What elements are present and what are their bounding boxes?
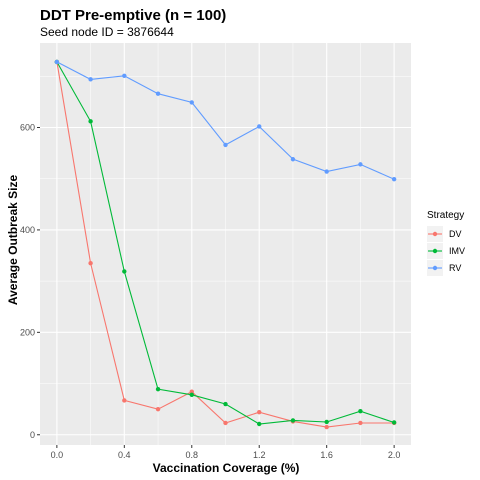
x-tick-label: 1.6: [320, 450, 333, 460]
x-axis-title: Vaccination Coverage (%): [153, 461, 300, 475]
y-axis-ticks: 0 200 400 600: [20, 122, 40, 440]
data-point-rv: [324, 169, 329, 174]
legend-point: [432, 265, 438, 271]
data-point-imv: [391, 420, 397, 425]
data-point-dv: [324, 424, 329, 430]
data-point-rv: [189, 100, 194, 105]
x-tick-label: 1.2: [253, 450, 266, 460]
data-point-imv: [223, 401, 228, 407]
y-tick-label: 200: [20, 327, 35, 337]
data-point-rv: [54, 59, 60, 65]
series-layer: [54, 59, 397, 430]
major-gridlines: [40, 43, 411, 445]
x-tick-label: 0.0: [51, 450, 64, 460]
data-point-imv: [122, 269, 127, 274]
data-point-rv: [155, 91, 161, 96]
legend-item-dv: DV: [427, 226, 462, 242]
data-point-imv: [189, 392, 194, 398]
data-point-dv: [257, 410, 262, 415]
data-point-dv: [223, 420, 228, 426]
data-point-imv: [324, 419, 329, 425]
legend: Strategy DV IMV RV: [427, 210, 465, 276]
data-point-rv: [290, 157, 296, 162]
series-rv: [54, 59, 397, 182]
data-point-dv: [122, 398, 127, 403]
data-point-imv: [88, 119, 93, 124]
data-point-imv: [290, 418, 296, 423]
chart-title: DDT Pre-emptive (n = 100): [40, 7, 226, 24]
data-point-imv: [257, 421, 262, 427]
legend-label: IMV: [449, 246, 465, 256]
y-axis-title: Average Outbreak Size: [6, 175, 20, 306]
data-point-rv: [391, 177, 397, 182]
legend-point: [432, 231, 438, 237]
data-point-dv: [155, 406, 161, 412]
data-point-dv: [88, 261, 93, 266]
x-tick-label: 0.8: [186, 450, 199, 460]
data-point-dv: [358, 420, 363, 426]
data-point-rv: [223, 142, 228, 148]
legend-title: Strategy: [427, 210, 464, 221]
legend-point: [432, 248, 438, 254]
legend-item-rv: RV: [427, 260, 461, 276]
series-imv: [54, 59, 397, 427]
x-axis-ticks: 0.0 0.4 0.8 1.2 1.6 2.0: [51, 445, 401, 460]
data-point-imv: [358, 409, 363, 414]
x-tick-label: 0.4: [118, 450, 131, 460]
chart-subtitle: Seed node ID = 3876644: [40, 25, 174, 39]
legend-label: RV: [449, 263, 461, 273]
data-point-rv: [358, 162, 363, 167]
legend-item-imv: IMV: [427, 243, 465, 259]
data-point-dv: [189, 389, 194, 394]
y-tick-label: 400: [20, 225, 35, 235]
legend-label: DV: [449, 229, 462, 239]
data-point-rv: [88, 77, 93, 82]
data-point-rv: [122, 73, 127, 78]
data-point-rv: [257, 124, 262, 129]
y-tick-label: 0: [30, 430, 35, 440]
y-tick-label: 600: [20, 122, 35, 132]
minor-gridlines: [40, 43, 411, 445]
data-point-imv: [155, 386, 161, 392]
x-tick-label: 2.0: [388, 450, 401, 460]
